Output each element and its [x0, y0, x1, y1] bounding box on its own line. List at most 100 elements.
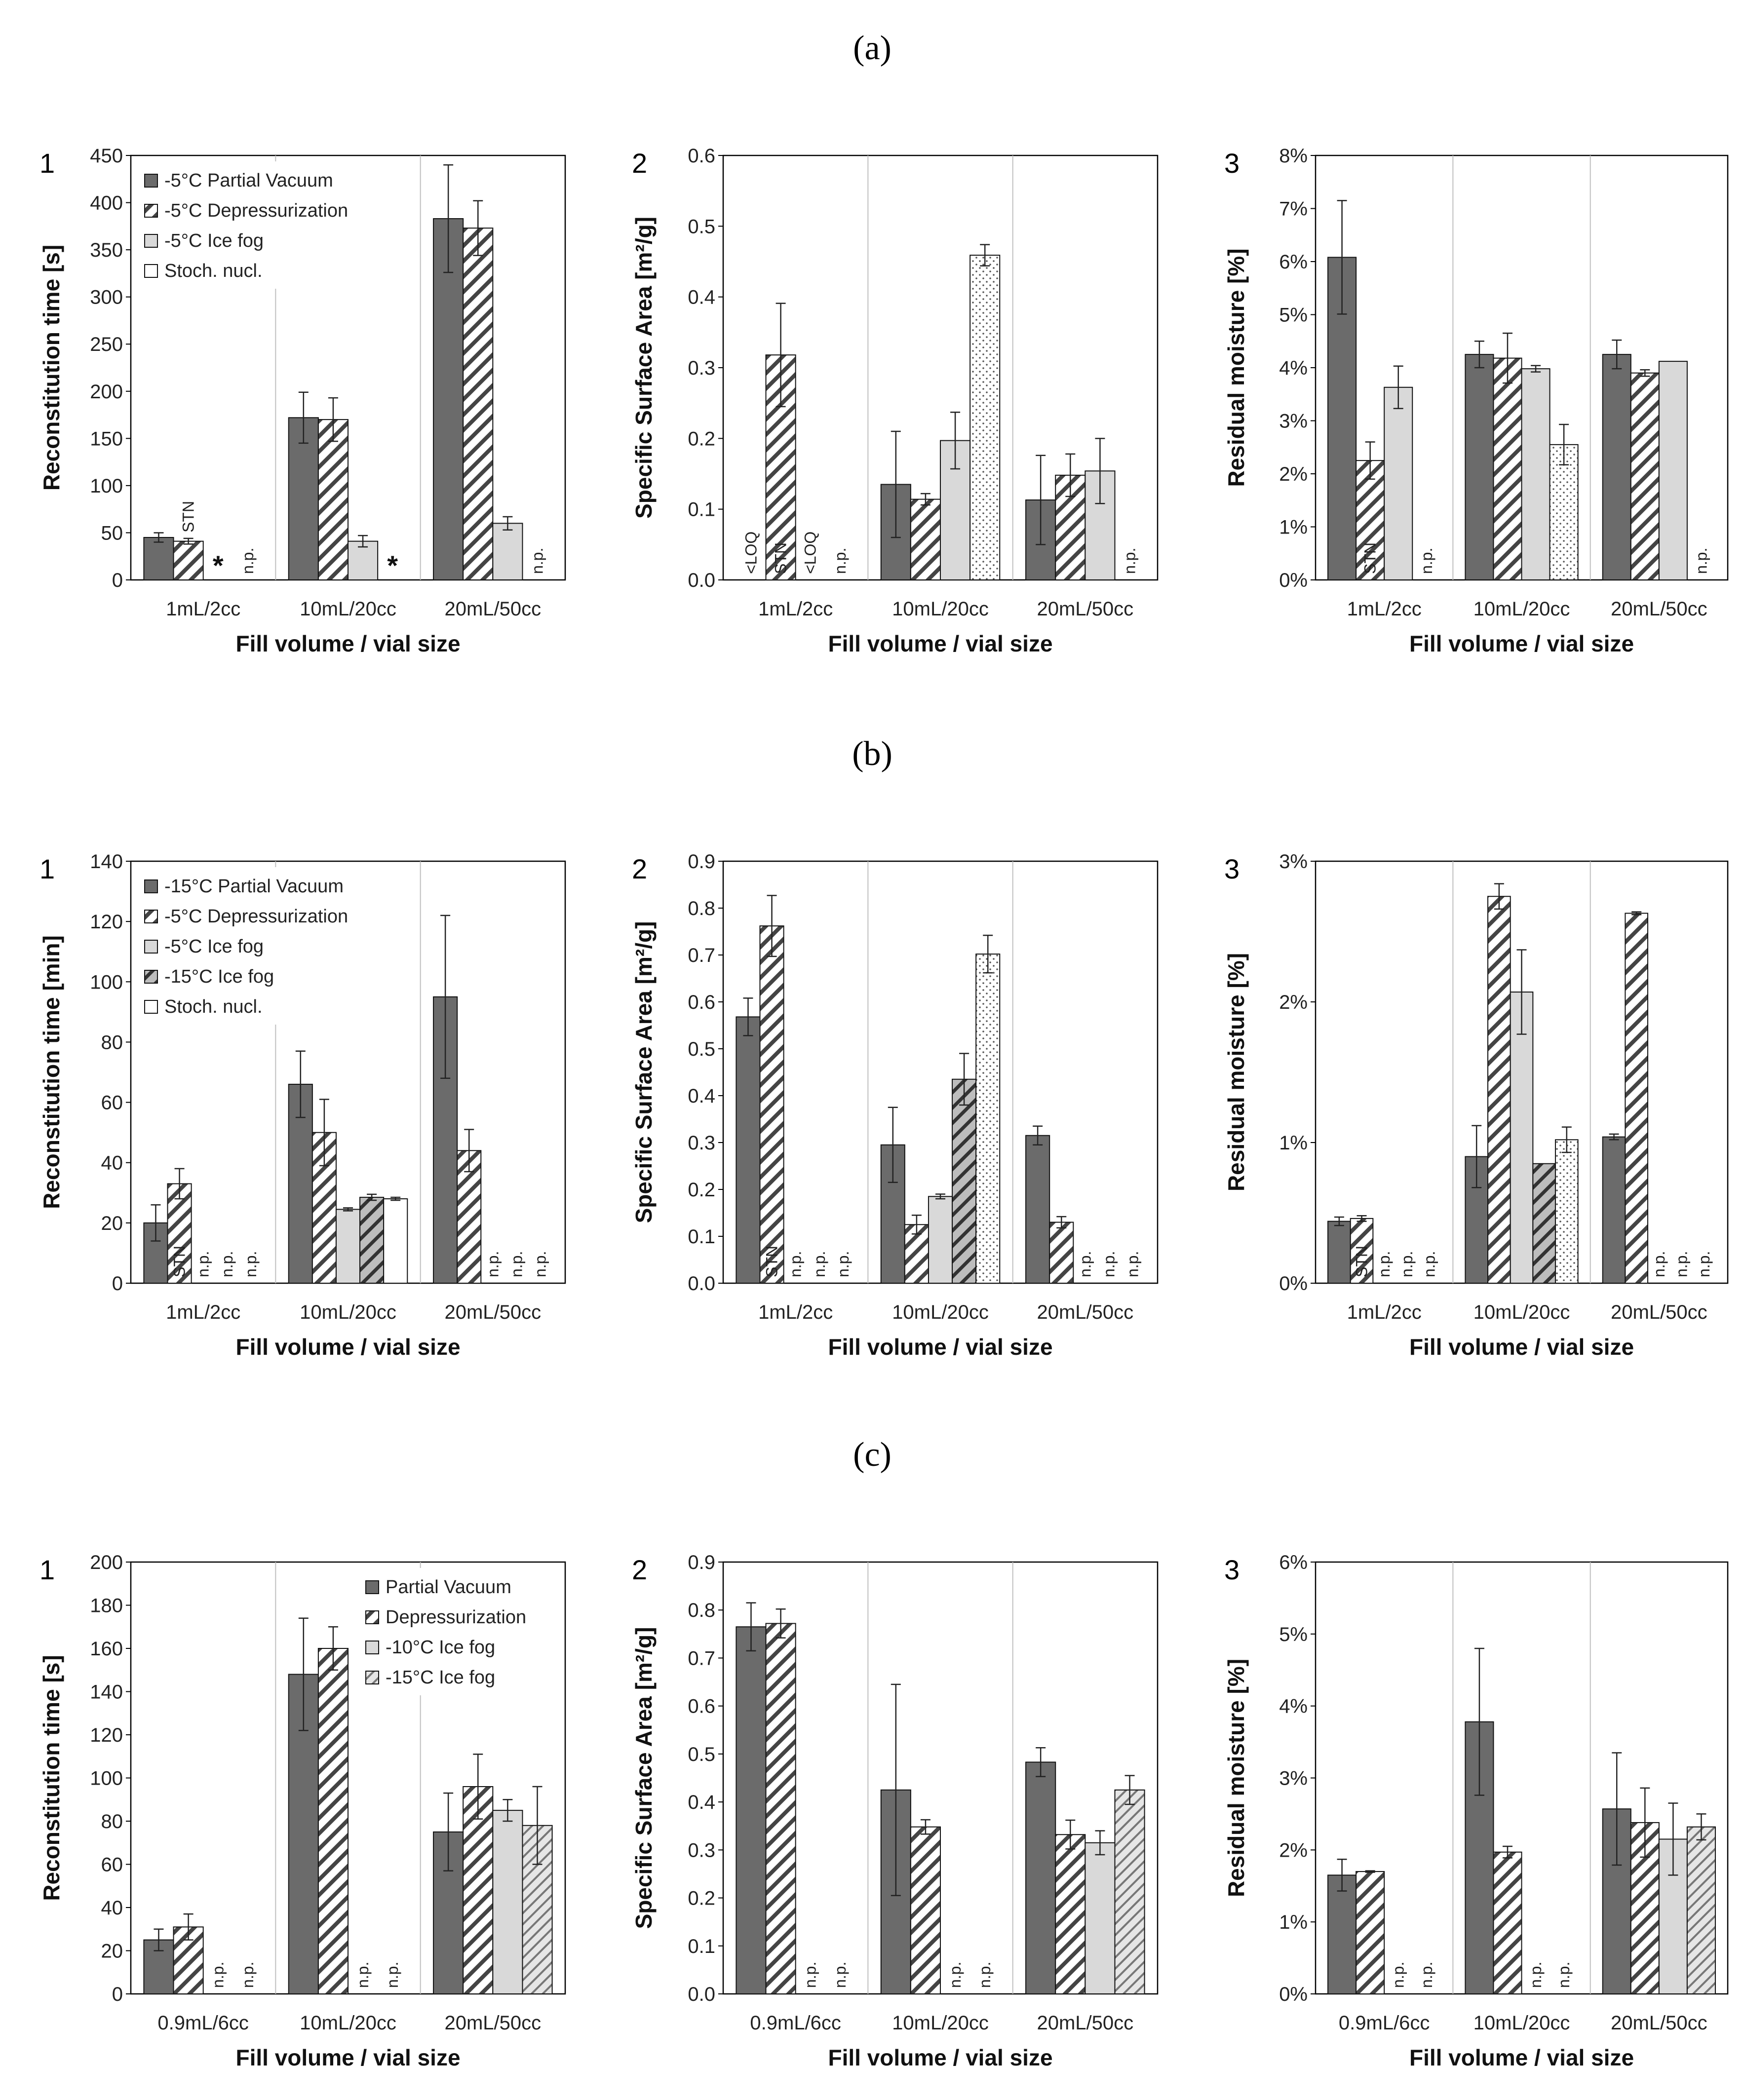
x-category-label: 20mL/50cc: [444, 1301, 541, 1323]
legend-swatch: [144, 879, 158, 893]
x-category-label: 20mL/50cc: [1037, 1301, 1133, 1323]
y-tick-label: 6%: [1279, 1552, 1308, 1573]
bar: [1510, 992, 1534, 1284]
y-tick-label: 120: [90, 1724, 123, 1746]
y-tick-label: 0.8: [688, 898, 715, 919]
y-tick-label: 200: [90, 381, 123, 403]
legend-entry: -15°C Partial Vacuum: [164, 876, 344, 897]
x-axis-title: Fill volume / vial size: [235, 2045, 460, 2070]
y-tick-label: 3%: [1279, 851, 1308, 873]
subplot-number: 2: [632, 1554, 647, 1585]
y-tick-label: 0%: [1279, 1984, 1308, 2005]
annotation-label: n.p.: [532, 1251, 549, 1277]
x-category-label: 20mL/50cc: [1611, 1301, 1707, 1323]
subplot-number: 1: [39, 148, 55, 179]
bar: [969, 255, 1001, 580]
annotation-label: STN: [772, 542, 790, 574]
legend-swatch: [144, 910, 158, 923]
annotation-star: *: [387, 550, 398, 581]
legend-entry: Depressurization: [386, 1607, 526, 1628]
subplot-number: 2: [632, 853, 647, 884]
bar: [1356, 1871, 1385, 1994]
bar: [1025, 1135, 1050, 1284]
x-category-label: 10mL/20cc: [300, 2012, 396, 2034]
annotation-label: n.p.: [1375, 1251, 1393, 1277]
y-tick-label: 2%: [1279, 992, 1308, 1013]
annotation-label: n.p.: [529, 548, 546, 574]
y-tick-label: 0.7: [688, 1647, 715, 1669]
y-tick-label: 0.0: [688, 1984, 715, 2005]
bar: [1602, 354, 1631, 580]
bar: [1055, 1834, 1086, 1994]
x-axis-title: Fill volume / vial size: [1409, 631, 1634, 656]
bar: [952, 1078, 977, 1284]
annotation-label: n.p.: [1398, 1251, 1416, 1277]
y-axis-title: Specific Surface Area [m²/g]: [631, 1627, 657, 1929]
bar: [1487, 896, 1511, 1284]
legend-swatch: [144, 234, 158, 248]
x-category-label: 1mL/2cc: [1347, 598, 1422, 620]
legend-swatch: [144, 940, 158, 954]
legend-swatch: [144, 174, 158, 188]
annotation-label: n.p.: [802, 1962, 819, 1988]
annotation-label: n.p.: [1420, 1251, 1438, 1277]
y-tick-label: 5%: [1279, 305, 1308, 326]
x-category-label: 10mL/20cc: [892, 598, 989, 620]
y-tick-label: 0.2: [688, 1179, 715, 1201]
y-tick-label: 450: [90, 145, 123, 167]
legend-background: [359, 1568, 559, 1695]
legend-swatch: [144, 970, 158, 984]
y-tick-label: 0.1: [688, 1226, 715, 1248]
subplot-number: 1: [39, 853, 55, 884]
annotation-label: n.p.: [1124, 1251, 1142, 1277]
bar: [1493, 357, 1522, 581]
x-axis-title: Fill volume / vial size: [235, 1334, 460, 1360]
y-tick-label: 1%: [1279, 517, 1308, 538]
subplot-number: 2: [632, 148, 647, 179]
annotation-label: n.p.: [1650, 1251, 1668, 1277]
y-tick-label: 140: [90, 851, 123, 873]
y-tick-label: 0.8: [688, 1600, 715, 1621]
bar: [1532, 1163, 1556, 1284]
annotation-label: n.p.: [1121, 548, 1139, 574]
y-tick-label: 0.9: [688, 1552, 715, 1573]
y-tick-label: 0.1: [688, 1936, 715, 1957]
annotation-label: n.p.: [242, 1251, 260, 1277]
annotation-label: n.p.: [239, 1962, 257, 1988]
legend-swatch: [365, 1580, 379, 1594]
annotation-label: n.p.: [507, 1251, 525, 1277]
panel-label: (b): [852, 735, 892, 773]
y-tick-label: 40: [101, 1897, 123, 1919]
x-category-label: 20mL/50cc: [1037, 598, 1133, 620]
y-tick-label: 0.4: [688, 1792, 715, 1813]
y-tick-label: 8%: [1279, 145, 1308, 167]
legend: Partial Vacuum Depressurization -10°C Ice …: [359, 1568, 559, 1695]
annotation-label: STN: [763, 1246, 781, 1277]
x-category-label: 20mL/50cc: [1611, 598, 1707, 620]
bar: [143, 537, 174, 580]
x-category-label: 20mL/50cc: [444, 2012, 541, 2034]
y-tick-label: 2%: [1279, 463, 1308, 485]
y-tick-label: 80: [101, 1031, 123, 1053]
chart-c-3: 3 0% 1% 2% 3% 4% 5% 6% 0.9mL/6cc 10mL/20cc 20mL/50…: [1223, 1552, 1729, 2070]
x-category-label: 0.9mL/6cc: [157, 2012, 249, 2034]
panel-label: (c): [853, 1436, 892, 1474]
bar: [433, 218, 464, 580]
panel-label: (a): [853, 29, 892, 67]
bar: [1554, 1139, 1579, 1284]
x-axis-title: Fill volume / vial size: [828, 1334, 1052, 1360]
y-tick-label: 1%: [1279, 1911, 1308, 1933]
y-tick-label: 0: [112, 1984, 123, 2005]
y-tick-label: 0%: [1279, 1273, 1308, 1295]
y-tick-label: 0.1: [688, 499, 715, 521]
x-axis-title: Fill volume / vial size: [828, 631, 1052, 656]
bar: [1049, 1222, 1074, 1284]
y-tick-label: 50: [101, 522, 123, 544]
y-tick-label: 0.5: [688, 1038, 715, 1060]
bar: [348, 540, 379, 580]
y-tick-label: 0.4: [688, 1085, 715, 1107]
y-tick-label: 0%: [1279, 570, 1308, 591]
annotation-star: *: [213, 550, 224, 581]
annotation-label: n.p.: [1390, 1962, 1407, 1988]
legend-entry: -5°C Ice fog: [164, 936, 264, 957]
